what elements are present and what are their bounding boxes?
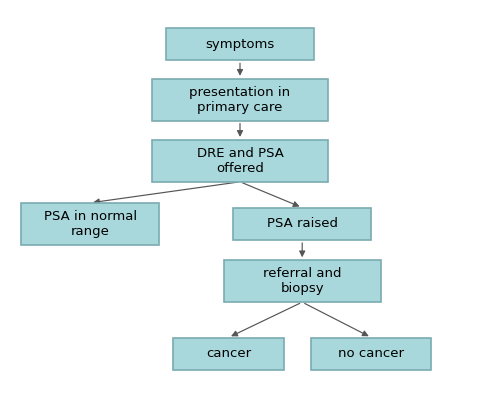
Text: DRE and PSA
offered: DRE and PSA offered — [197, 147, 283, 175]
Text: referral and
biopsy: referral and biopsy — [263, 267, 341, 295]
FancyBboxPatch shape — [173, 338, 284, 370]
Text: symptoms: symptoms — [205, 38, 275, 51]
Text: cancer: cancer — [206, 347, 251, 360]
FancyBboxPatch shape — [233, 208, 372, 240]
FancyBboxPatch shape — [312, 338, 431, 370]
FancyBboxPatch shape — [224, 260, 381, 302]
FancyBboxPatch shape — [21, 203, 159, 245]
Text: no cancer: no cancer — [338, 347, 404, 360]
Text: PSA in normal
range: PSA in normal range — [44, 210, 137, 238]
FancyBboxPatch shape — [153, 79, 327, 121]
Text: presentation in
primary care: presentation in primary care — [190, 86, 290, 114]
FancyBboxPatch shape — [166, 28, 314, 60]
FancyBboxPatch shape — [153, 140, 327, 182]
Text: PSA raised: PSA raised — [267, 217, 338, 230]
